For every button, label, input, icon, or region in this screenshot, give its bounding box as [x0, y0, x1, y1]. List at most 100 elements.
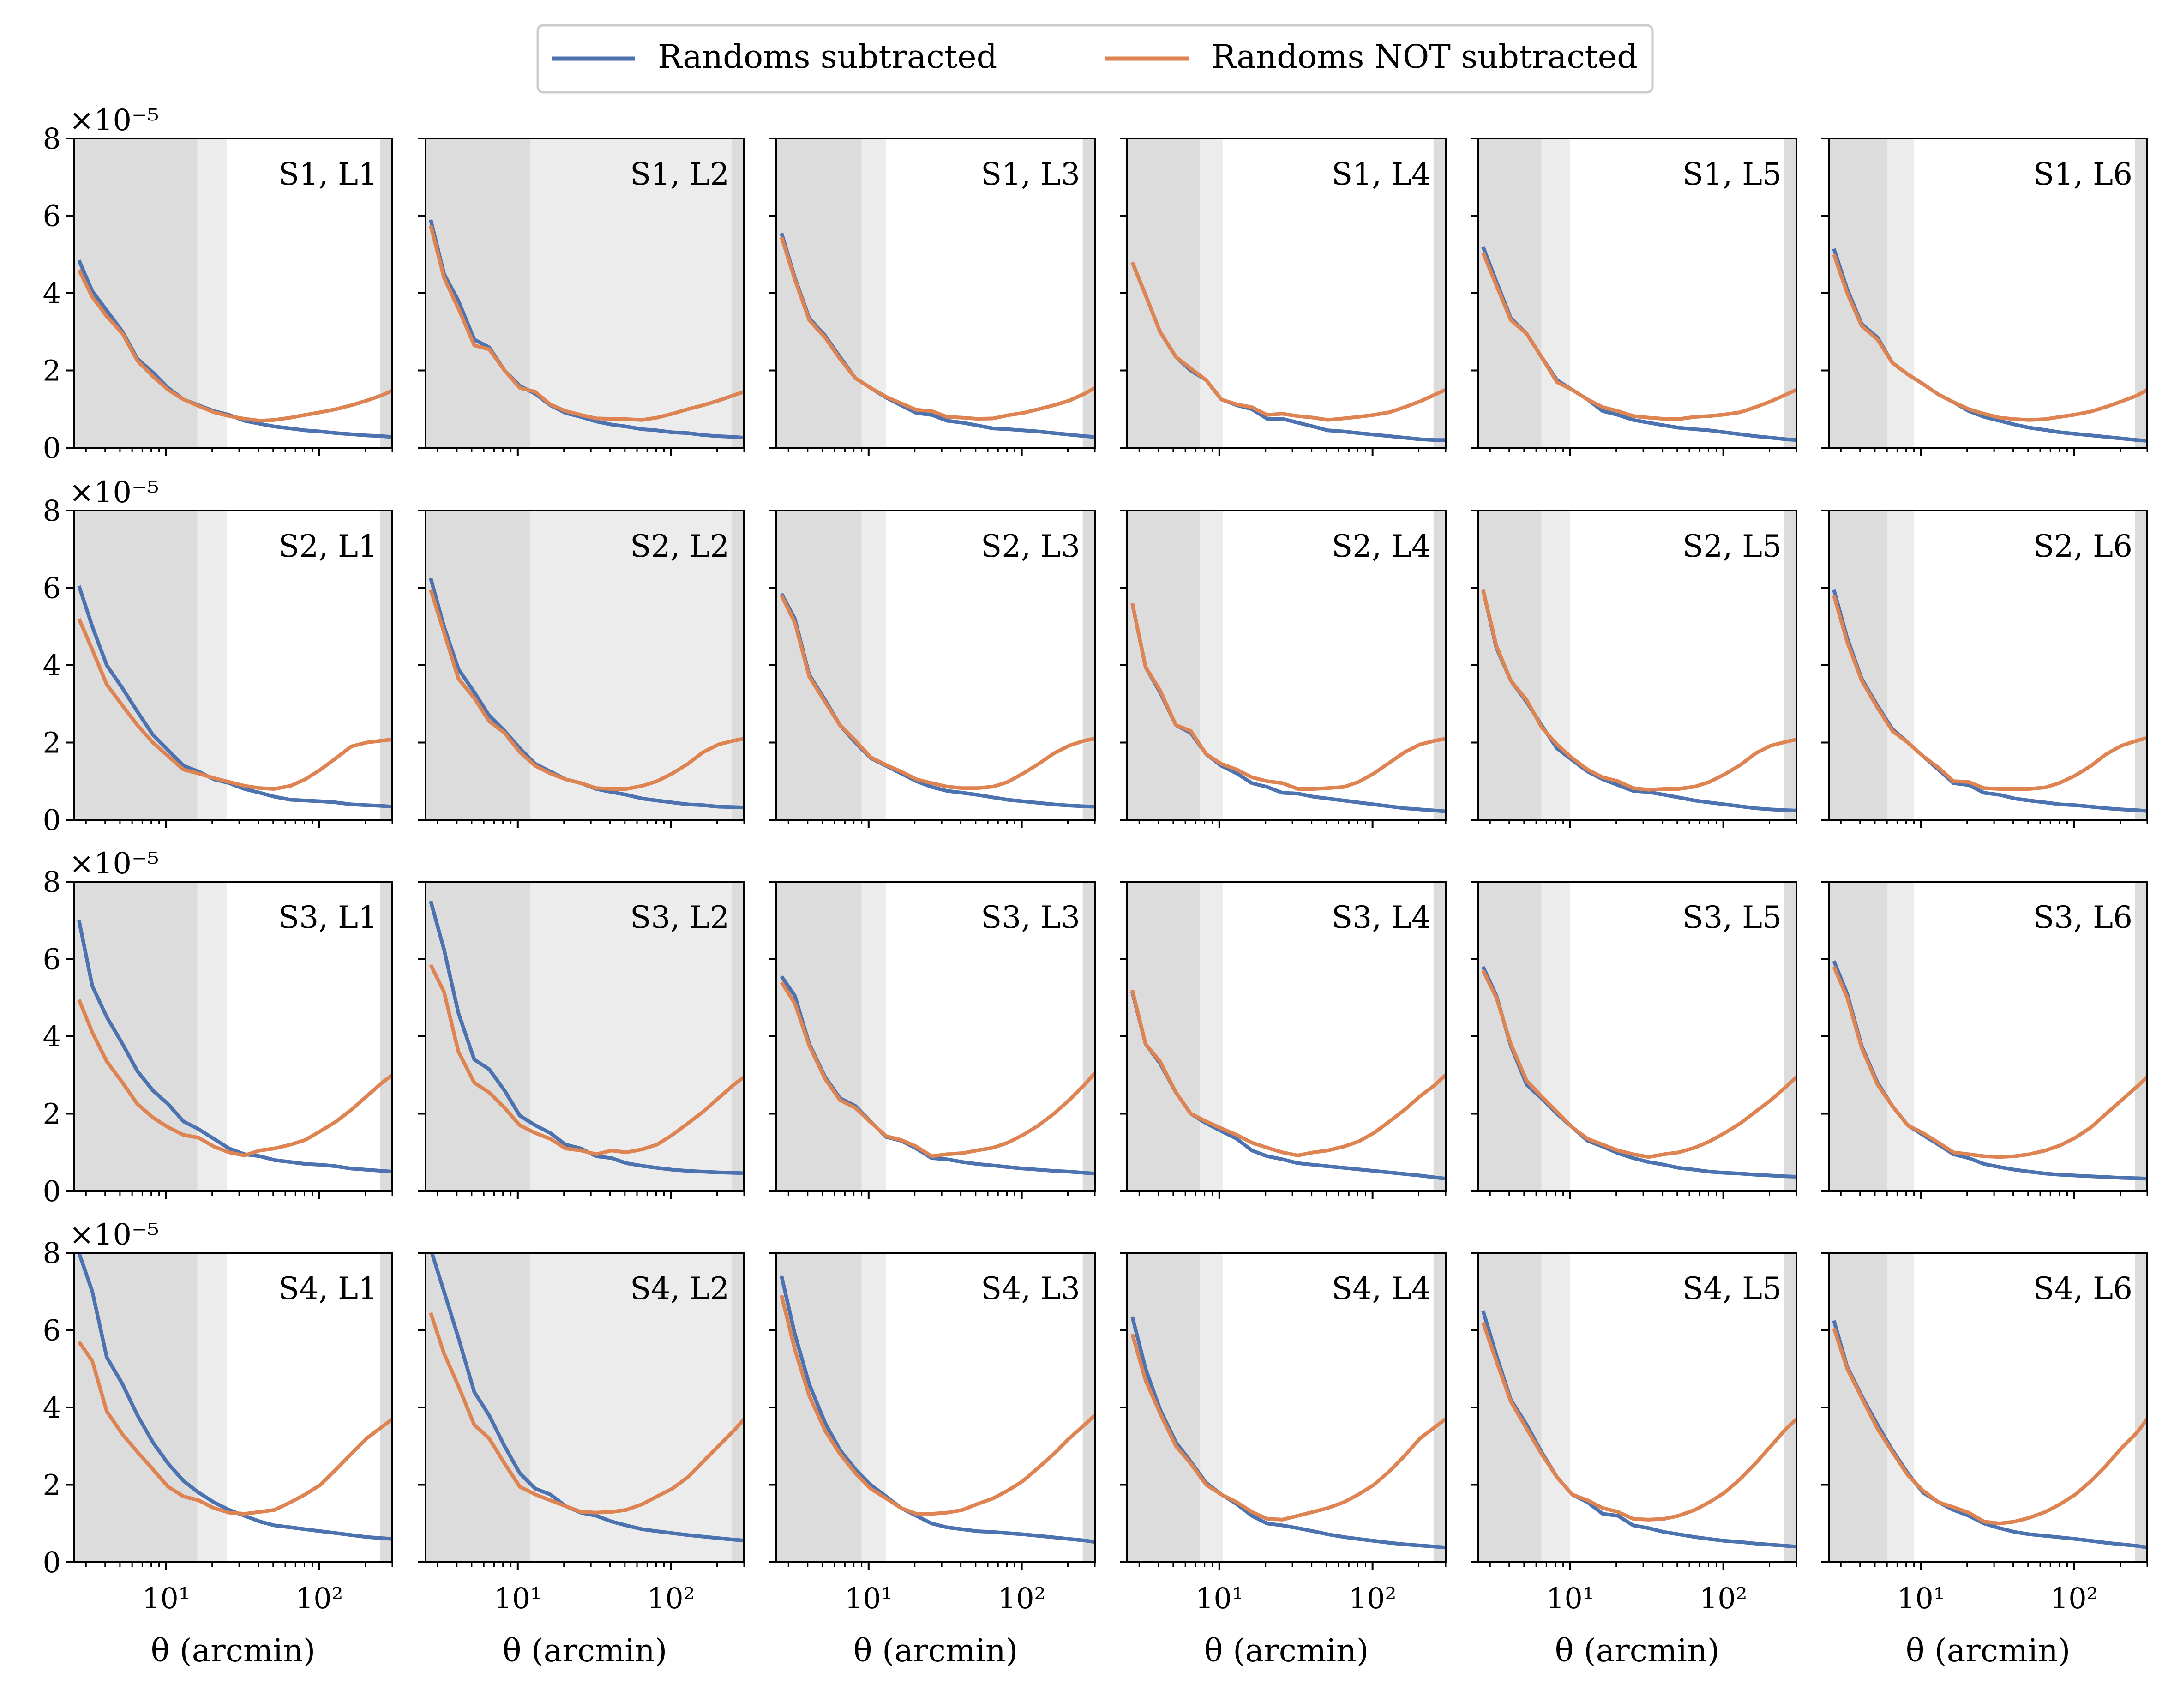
shade-region-dark: [1127, 511, 1201, 820]
shade-region-right: [732, 882, 744, 1191]
panel-label: S4, L6: [2033, 1271, 2132, 1306]
shade-region-light: [1887, 882, 1914, 1191]
y-scale-label: ×10⁻⁵: [69, 1218, 159, 1252]
shade-region-right: [1082, 1253, 1095, 1562]
x-axis-label: θ (arcmin): [1555, 1633, 1720, 1669]
panel-label: S2, L3: [981, 529, 1080, 564]
shade-region-right: [380, 511, 392, 820]
series-line-randoms-not-subtracted: [1832, 966, 2147, 1159]
y-tick-label: 6: [43, 1314, 61, 1347]
series-line-randoms-not-subtracted: [780, 1295, 1095, 1516]
y-tick-label: 0: [43, 431, 61, 465]
shade-region-dark: [426, 511, 530, 820]
y-tick-label: 4: [43, 1391, 61, 1425]
shade-region-dark: [426, 882, 530, 1191]
shade-region-right: [380, 138, 392, 448]
panel-label: S4, L4: [1332, 1271, 1431, 1306]
panel-label: S4, L2: [630, 1271, 729, 1306]
shade-region-right: [732, 1253, 744, 1562]
panel: 10¹ 10² θ (arcmin) S4, L2: [418, 1252, 745, 1669]
y-tick-label: 2: [43, 1097, 61, 1131]
x-tick-label: 10²: [295, 1582, 343, 1615]
shade-region-dark: [1478, 511, 1542, 820]
shade-region-right: [380, 1253, 392, 1562]
series-line-randoms-subtracted: [780, 1275, 1095, 1544]
legend-label-orange: Randoms NOT subtracted: [1212, 38, 1638, 76]
series-line-randoms-not-subtracted: [1481, 589, 1796, 792]
x-axis-label: θ (arcmin): [503, 1633, 667, 1669]
series-line-randoms-not-subtracted: [780, 595, 1095, 790]
panel: 0 2 4 6 8 S3, L1 ×10⁻⁵: [43, 847, 393, 1208]
shade-region-light: [1200, 1253, 1223, 1562]
shade-region-right: [2135, 511, 2147, 820]
shade-region-light: [861, 882, 886, 1191]
series-line-randoms-not-subtracted: [1130, 261, 1446, 422]
panel-label: S2, L2: [630, 529, 729, 564]
shade-region-dark: [1127, 882, 1201, 1191]
panel: 10¹ 10² θ (arcmin) S4, L3: [769, 1252, 1096, 1669]
panel: S1, L5: [1471, 138, 1797, 456]
panel: 10¹ 10² θ (arcmin) S4, L6: [1821, 1252, 2148, 1669]
shade-region-fill: [557, 511, 744, 820]
shade-region-right: [1784, 1253, 1796, 1562]
series-line-randoms-not-subtracted: [77, 618, 392, 791]
shade-region-right: [1082, 138, 1095, 448]
panel-label: S3, L1: [278, 900, 378, 935]
shade-region-light: [1200, 882, 1223, 1191]
shade-region-dark: [426, 138, 530, 448]
y-tick-label: 0: [43, 1174, 61, 1208]
panel: S1, L6: [1821, 138, 2148, 456]
shade-region-right: [1082, 882, 1095, 1191]
shade-region-light: [1200, 138, 1223, 448]
shade-region-light: [1887, 511, 1914, 820]
shade-region-light: [197, 1253, 227, 1562]
y-tick-label: 4: [43, 277, 61, 310]
shade-region-dark: [776, 882, 862, 1191]
shade-region-dark: [776, 138, 862, 448]
panel: S1, L2: [418, 138, 745, 456]
shade-region-right: [1784, 138, 1796, 448]
series-line-randoms-not-subtracted: [429, 964, 744, 1156]
shade-region-light: [197, 138, 227, 448]
shade-region-right: [1433, 138, 1446, 448]
panel-label: S2, L4: [1332, 529, 1431, 564]
shade-region-dark: [74, 511, 198, 820]
shade-region-light: [1541, 882, 1570, 1191]
shade-region-light: [1541, 1253, 1570, 1562]
shade-region-light: [1541, 511, 1570, 820]
panel-label: S4, L3: [981, 1271, 1080, 1306]
panel-label: S2, L6: [2033, 529, 2132, 564]
shade-region-dark: [1127, 1253, 1201, 1562]
series-line-randoms-not-subtracted: [77, 998, 392, 1157]
series-line-randoms-subtracted: [1481, 966, 1796, 1179]
panel-label: S3, L3: [981, 900, 1080, 935]
shade-region-light: [530, 882, 557, 1191]
series-line-randoms-not-subtracted: [1481, 252, 1796, 421]
shade-region-right: [1433, 511, 1446, 820]
y-tick-label: 8: [43, 122, 61, 156]
shade-region-fill: [557, 882, 744, 1191]
series-line-randoms-not-subtracted: [1832, 1328, 2147, 1526]
shade-region-light: [861, 138, 886, 448]
x-tick-label: 10¹: [142, 1582, 190, 1615]
shade-region-light: [861, 1253, 886, 1562]
x-tick-label: 10¹: [1195, 1582, 1243, 1615]
series-line-randoms-not-subtracted: [780, 236, 1095, 421]
x-axis-label: θ (arcmin): [1204, 1633, 1369, 1669]
series-line-randoms-not-subtracted: [429, 589, 744, 791]
y-scale-label: ×10⁻⁵: [69, 103, 159, 138]
shade-region-light: [197, 511, 227, 820]
shade-region-right: [1433, 1253, 1446, 1562]
shade-region-dark: [1829, 138, 1887, 448]
shade-region-light: [1887, 138, 1914, 448]
shade-region-dark: [1478, 1253, 1542, 1562]
y-tick-label: 6: [43, 571, 61, 605]
x-tick-label: 10²: [647, 1582, 695, 1615]
shade-region-right: [1784, 882, 1796, 1191]
panel-label: S1, L2: [630, 156, 729, 192]
panel-label: S4, L5: [1682, 1271, 1782, 1306]
x-tick-label: 10²: [2050, 1582, 2098, 1615]
panel: 10¹ 10² θ (arcmin) S4, L5: [1471, 1252, 1797, 1669]
panel: S2, L6: [1821, 510, 2148, 828]
